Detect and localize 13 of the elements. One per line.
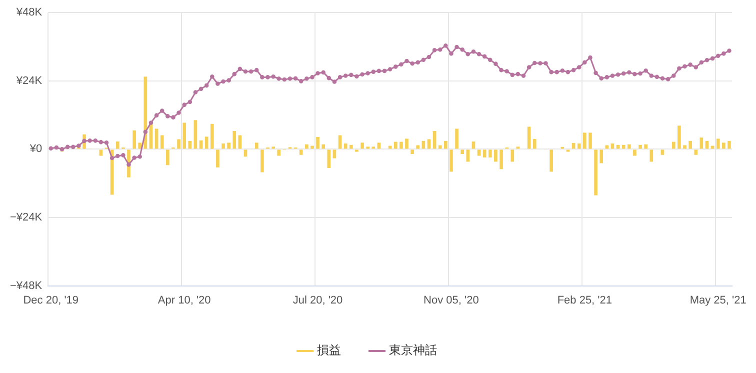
y-tick-label: ¥24K [15, 74, 43, 87]
legend-label: 損益 [317, 343, 341, 358]
y-tick-label: ¥0 [28, 143, 42, 156]
x-tick-label: Dec 20, '19 [23, 294, 79, 306]
x-tick-label: Feb 25, '21 [557, 294, 612, 306]
legend-label: 東京神話 [389, 343, 437, 358]
x-tick-label: Nov 05, '20 [424, 294, 479, 306]
x-tick-label: Jul 20, '20 [292, 294, 343, 306]
y-tick-label: −¥48K [10, 280, 43, 292]
y-tick-label: −¥24K [10, 212, 43, 224]
y-tick-label: ¥48K [15, 6, 43, 19]
x-tick-label: Apr 10, '20 [158, 294, 211, 306]
x-tick-label: May 25, '21 [690, 294, 746, 306]
